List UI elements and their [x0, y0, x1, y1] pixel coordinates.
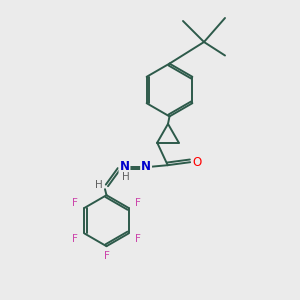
Text: F: F — [135, 197, 141, 208]
Text: F: F — [72, 197, 78, 208]
Text: H: H — [122, 172, 130, 182]
Text: N: N — [141, 160, 151, 173]
Text: H: H — [94, 180, 102, 190]
Text: F: F — [135, 234, 141, 244]
Text: F: F — [72, 234, 78, 244]
Text: F: F — [103, 251, 109, 261]
Text: N: N — [119, 160, 130, 173]
Text: O: O — [192, 156, 201, 169]
